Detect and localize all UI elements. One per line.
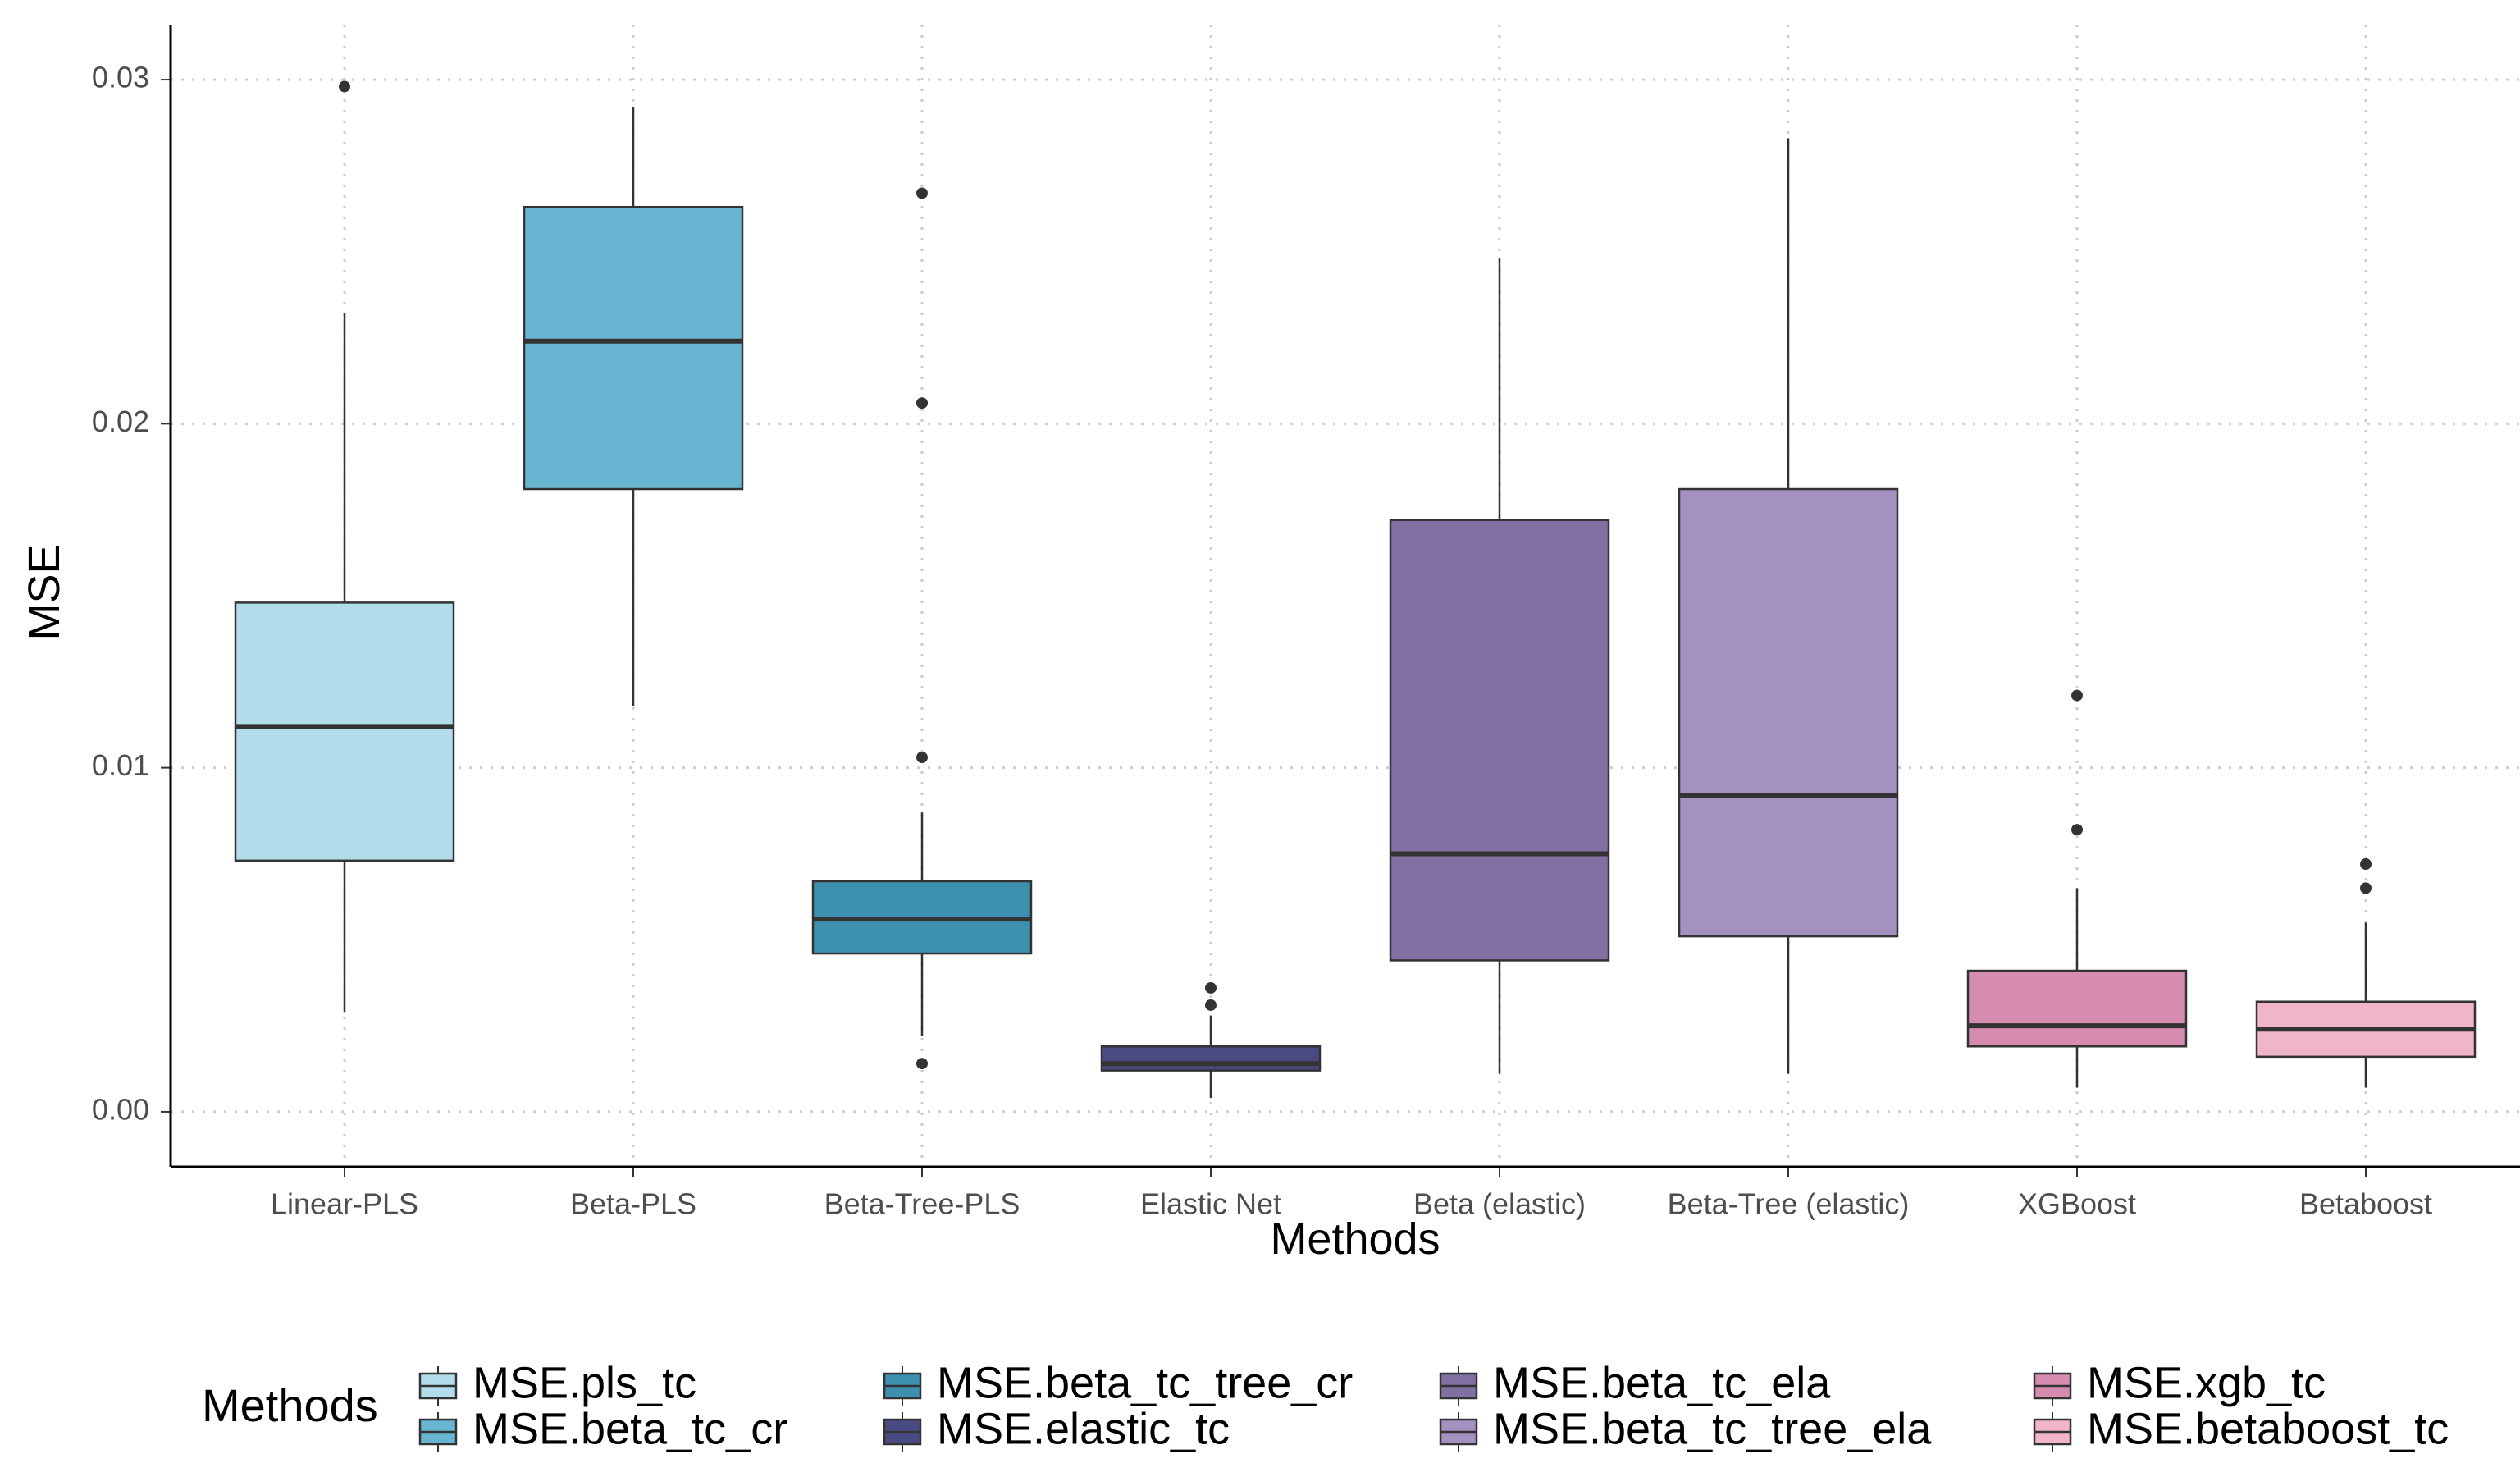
legend-item: MSE.pls_tc — [418, 1358, 696, 1407]
legend-label: MSE.beta_tc_cr — [472, 1404, 788, 1453]
legend-label: MSE.elastic_tc — [937, 1404, 1230, 1453]
y-tick-label: 0.01 — [92, 748, 149, 782]
y-axis-title: MSE — [20, 544, 69, 640]
iqr-box — [523, 205, 744, 491]
x-tick-label: Beta (elastic) — [1413, 1187, 1586, 1221]
outlier-point — [2360, 882, 2372, 894]
iqr-box — [1966, 969, 2188, 1048]
box-MSE.betaboost_tc — [2255, 858, 2477, 1088]
outlier-point — [2071, 689, 2083, 702]
x-tick-label: Beta-PLS — [570, 1187, 696, 1221]
outlier-point — [916, 187, 928, 199]
x-tick-label: Linear-PLS — [271, 1187, 418, 1221]
outlier-point — [916, 397, 928, 409]
axis-layer: 0.00 0.01 0.02 0.03 Linear-PLS Beta-PLS Beta-T… — [92, 25, 2520, 1221]
box-MSE.beta_tc_tree_ela — [1678, 138, 1899, 1074]
iqr-box — [1100, 1045, 1322, 1072]
legend-title: Methods — [202, 1379, 378, 1431]
y-tick-label: 0.00 — [92, 1092, 149, 1126]
box-MSE.pls_tc — [234, 80, 455, 1013]
box-MSE.elastic_tc — [1100, 981, 1322, 1099]
y-tick-label: 0.03 — [92, 61, 149, 94]
outlier-point — [916, 1058, 928, 1070]
outlier-point — [1205, 999, 1217, 1011]
iqr-box — [1678, 487, 1899, 938]
legend-label: MSE.beta_tc_ela — [1493, 1358, 1831, 1407]
legend-item: MSE.xgb_tc — [2033, 1358, 2326, 1407]
outlier-point — [339, 80, 350, 93]
x-tick-label: Beta-Tree-PLS — [824, 1187, 1020, 1221]
x-tick-label: Betaboost — [2299, 1187, 2432, 1221]
x-axis-title: Methods — [1270, 1214, 1440, 1264]
legend-item: MSE.beta_tc_tree_ela — [1439, 1404, 1932, 1453]
iqr-box — [1389, 519, 1610, 962]
legend-item: MSE.betaboost_tc — [2033, 1404, 2449, 1453]
legend-label: MSE.beta_tc_tree_cr — [937, 1358, 1353, 1407]
outlier-point — [1205, 981, 1217, 994]
x-tick-label: Elastic Net — [1140, 1187, 1281, 1221]
outlier-point — [2360, 858, 2372, 871]
legend-item: MSE.elastic_tc — [883, 1404, 1230, 1453]
x-tick-label: XGBoost — [2018, 1187, 2136, 1221]
x-tick-label: Beta-Tree (elastic) — [1668, 1187, 1910, 1221]
box-MSE.xgb_tc — [1966, 689, 2188, 1088]
legend-label: MSE.xgb_tc — [2087, 1358, 2326, 1407]
outlier-point — [2071, 824, 2083, 836]
legend-item: MSE.beta_tc_ela — [1439, 1358, 1831, 1407]
legend-label: MSE.pls_tc — [472, 1358, 696, 1407]
box-layer — [234, 80, 2477, 1099]
box-MSE.beta_tc_tree_cr — [811, 187, 1033, 1070]
iqr-box — [234, 601, 455, 862]
legend-label: MSE.beta_tc_tree_ela — [1493, 1404, 1932, 1453]
box-MSE.beta_tc_ela — [1389, 258, 1610, 1074]
legend-label: MSE.betaboost_tc — [2087, 1404, 2449, 1453]
y-tick-label: 0.02 — [92, 405, 149, 438]
legend-item: MSE.beta_tc_tree_cr — [883, 1358, 1353, 1407]
box-MSE.beta_tc_cr — [523, 107, 744, 706]
legend-item: MSE.beta_tc_cr — [418, 1404, 788, 1453]
outlier-point — [916, 752, 928, 764]
